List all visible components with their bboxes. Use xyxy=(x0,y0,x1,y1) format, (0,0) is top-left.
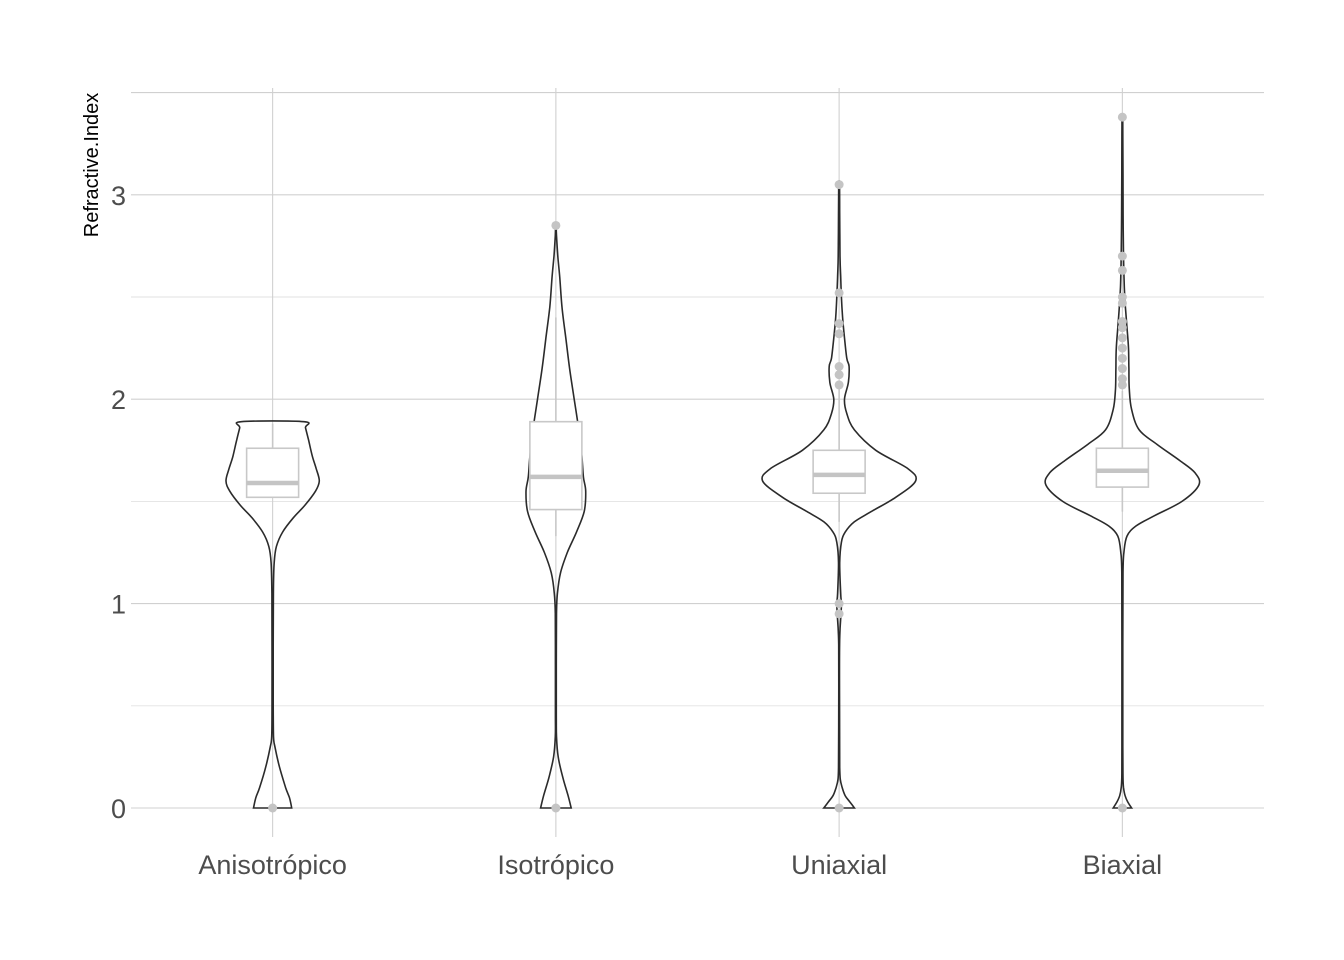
outlier-point xyxy=(1117,353,1127,363)
outlier-point xyxy=(834,370,844,380)
boxplot-box xyxy=(812,449,866,495)
grid-layer xyxy=(131,88,1264,837)
outlier-point xyxy=(1117,265,1127,275)
boxplot-box xyxy=(1095,447,1150,488)
outlier-point xyxy=(834,288,844,298)
outlier-point xyxy=(1117,112,1127,122)
violin-layer xyxy=(225,112,1201,813)
outlier-point xyxy=(834,803,844,813)
y-tick-label: 1 xyxy=(111,590,126,620)
axis-layer: 0 1 2 3 Anisotrópico Isotrópico Uniaxial Biaxia… xyxy=(111,181,1162,880)
y-axis-title: Refractive.Index xyxy=(81,93,103,238)
y-tick-label: 2 xyxy=(111,385,126,415)
y-tick-label: 0 xyxy=(111,794,126,824)
x-tick-label: Uniaxial xyxy=(791,850,887,880)
outlier-point xyxy=(834,380,844,390)
boxplot-box xyxy=(529,420,583,511)
x-tick-label: Biaxial xyxy=(1083,850,1163,880)
outlier-point xyxy=(268,803,278,813)
outlier-point xyxy=(1117,364,1127,374)
outlier-point xyxy=(1117,292,1127,302)
outlier-point xyxy=(1117,251,1127,261)
outlier-point xyxy=(834,180,844,190)
outlier-point xyxy=(834,609,844,619)
outlier-point xyxy=(834,319,844,329)
outlier-point xyxy=(1117,333,1127,343)
outlier-point xyxy=(1117,803,1127,813)
outlier-point xyxy=(1117,343,1127,353)
outlier-point xyxy=(834,599,844,609)
outlier-point xyxy=(834,329,844,339)
outlier-point xyxy=(551,803,561,813)
x-tick-label: Isotrópico xyxy=(497,850,614,880)
x-tick-label: Anisotrópico xyxy=(198,850,347,880)
outlier-point xyxy=(551,220,561,230)
outlier-point xyxy=(834,361,844,371)
outlier-point xyxy=(1117,374,1127,384)
outlier-point xyxy=(1117,317,1127,327)
boxplot-box xyxy=(245,447,300,499)
y-tick-label: 3 xyxy=(111,181,126,211)
violin-Anisotrópico xyxy=(225,420,321,809)
